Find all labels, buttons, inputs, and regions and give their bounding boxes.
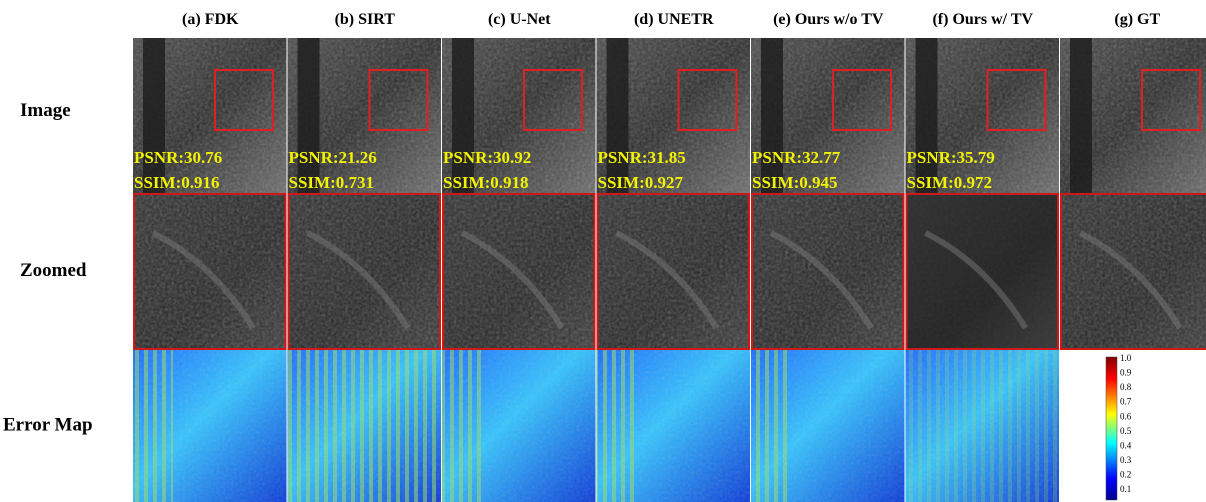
psnr: PSNR:21.26 bbox=[289, 148, 377, 167]
spine bbox=[452, 38, 474, 193]
column-header: (e) Ours w/o TV bbox=[773, 11, 884, 28]
colorbar-label: 1.0 bbox=[1120, 353, 1132, 363]
psnr: PSNR:32.77 bbox=[752, 148, 841, 167]
ssim: SSIM:0.972 bbox=[907, 173, 992, 192]
noise bbox=[751, 350, 905, 502]
colorbar-label: 0.9 bbox=[1120, 368, 1132, 378]
psnr: PSNR:30.76 bbox=[134, 148, 222, 167]
spine bbox=[1070, 38, 1092, 193]
noise bbox=[288, 350, 442, 502]
ssim: SSIM:0.918 bbox=[443, 173, 528, 192]
colorbar-label: 0.1 bbox=[1120, 484, 1131, 494]
colorbar bbox=[1106, 357, 1117, 500]
column-header: (b) SIRT bbox=[335, 11, 396, 28]
column-header: (a) FDK bbox=[182, 11, 239, 28]
noise bbox=[442, 350, 596, 502]
spine bbox=[916, 38, 938, 193]
figure: Image Zoomed Error Map (a) FDK PSNR:30.76 SSI… bbox=[0, 0, 1206, 502]
column-header: (f) Ours w/ TV bbox=[932, 11, 1033, 28]
ssim: SSIM:0.945 bbox=[752, 173, 837, 192]
ssim: SSIM:0.927 bbox=[598, 173, 684, 192]
colorbar-label: 0.4 bbox=[1120, 440, 1132, 450]
noise bbox=[597, 350, 751, 502]
colorbar-label: 0.5 bbox=[1120, 426, 1132, 436]
row-label: Zoomed bbox=[20, 260, 87, 281]
ssim: SSIM:0.731 bbox=[289, 173, 374, 192]
psnr: PSNR:35.79 bbox=[907, 148, 995, 167]
spine bbox=[761, 38, 783, 193]
spine bbox=[143, 38, 165, 193]
colorbar-label: 0.2 bbox=[1120, 470, 1131, 480]
spine bbox=[607, 38, 629, 193]
colorbar-label: 0.7 bbox=[1120, 397, 1132, 407]
row-label: Image bbox=[20, 100, 71, 121]
spine bbox=[298, 38, 320, 193]
colorbar-label: 0.8 bbox=[1120, 382, 1132, 392]
ssim: SSIM:0.916 bbox=[134, 173, 219, 192]
noise bbox=[133, 350, 287, 502]
colorbar-label: 0.6 bbox=[1120, 411, 1132, 421]
noise bbox=[906, 350, 1060, 502]
column-header: (c) U-Net bbox=[488, 11, 551, 28]
colorbar-label: 0.3 bbox=[1120, 455, 1132, 465]
psnr: PSNR:30.92 bbox=[443, 148, 531, 167]
row-label: Error Map bbox=[3, 414, 93, 435]
psnr: PSNR:31.85 bbox=[598, 148, 686, 167]
column-header: (g) GT bbox=[1114, 11, 1160, 28]
column-header: (d) UNETR bbox=[634, 11, 714, 28]
